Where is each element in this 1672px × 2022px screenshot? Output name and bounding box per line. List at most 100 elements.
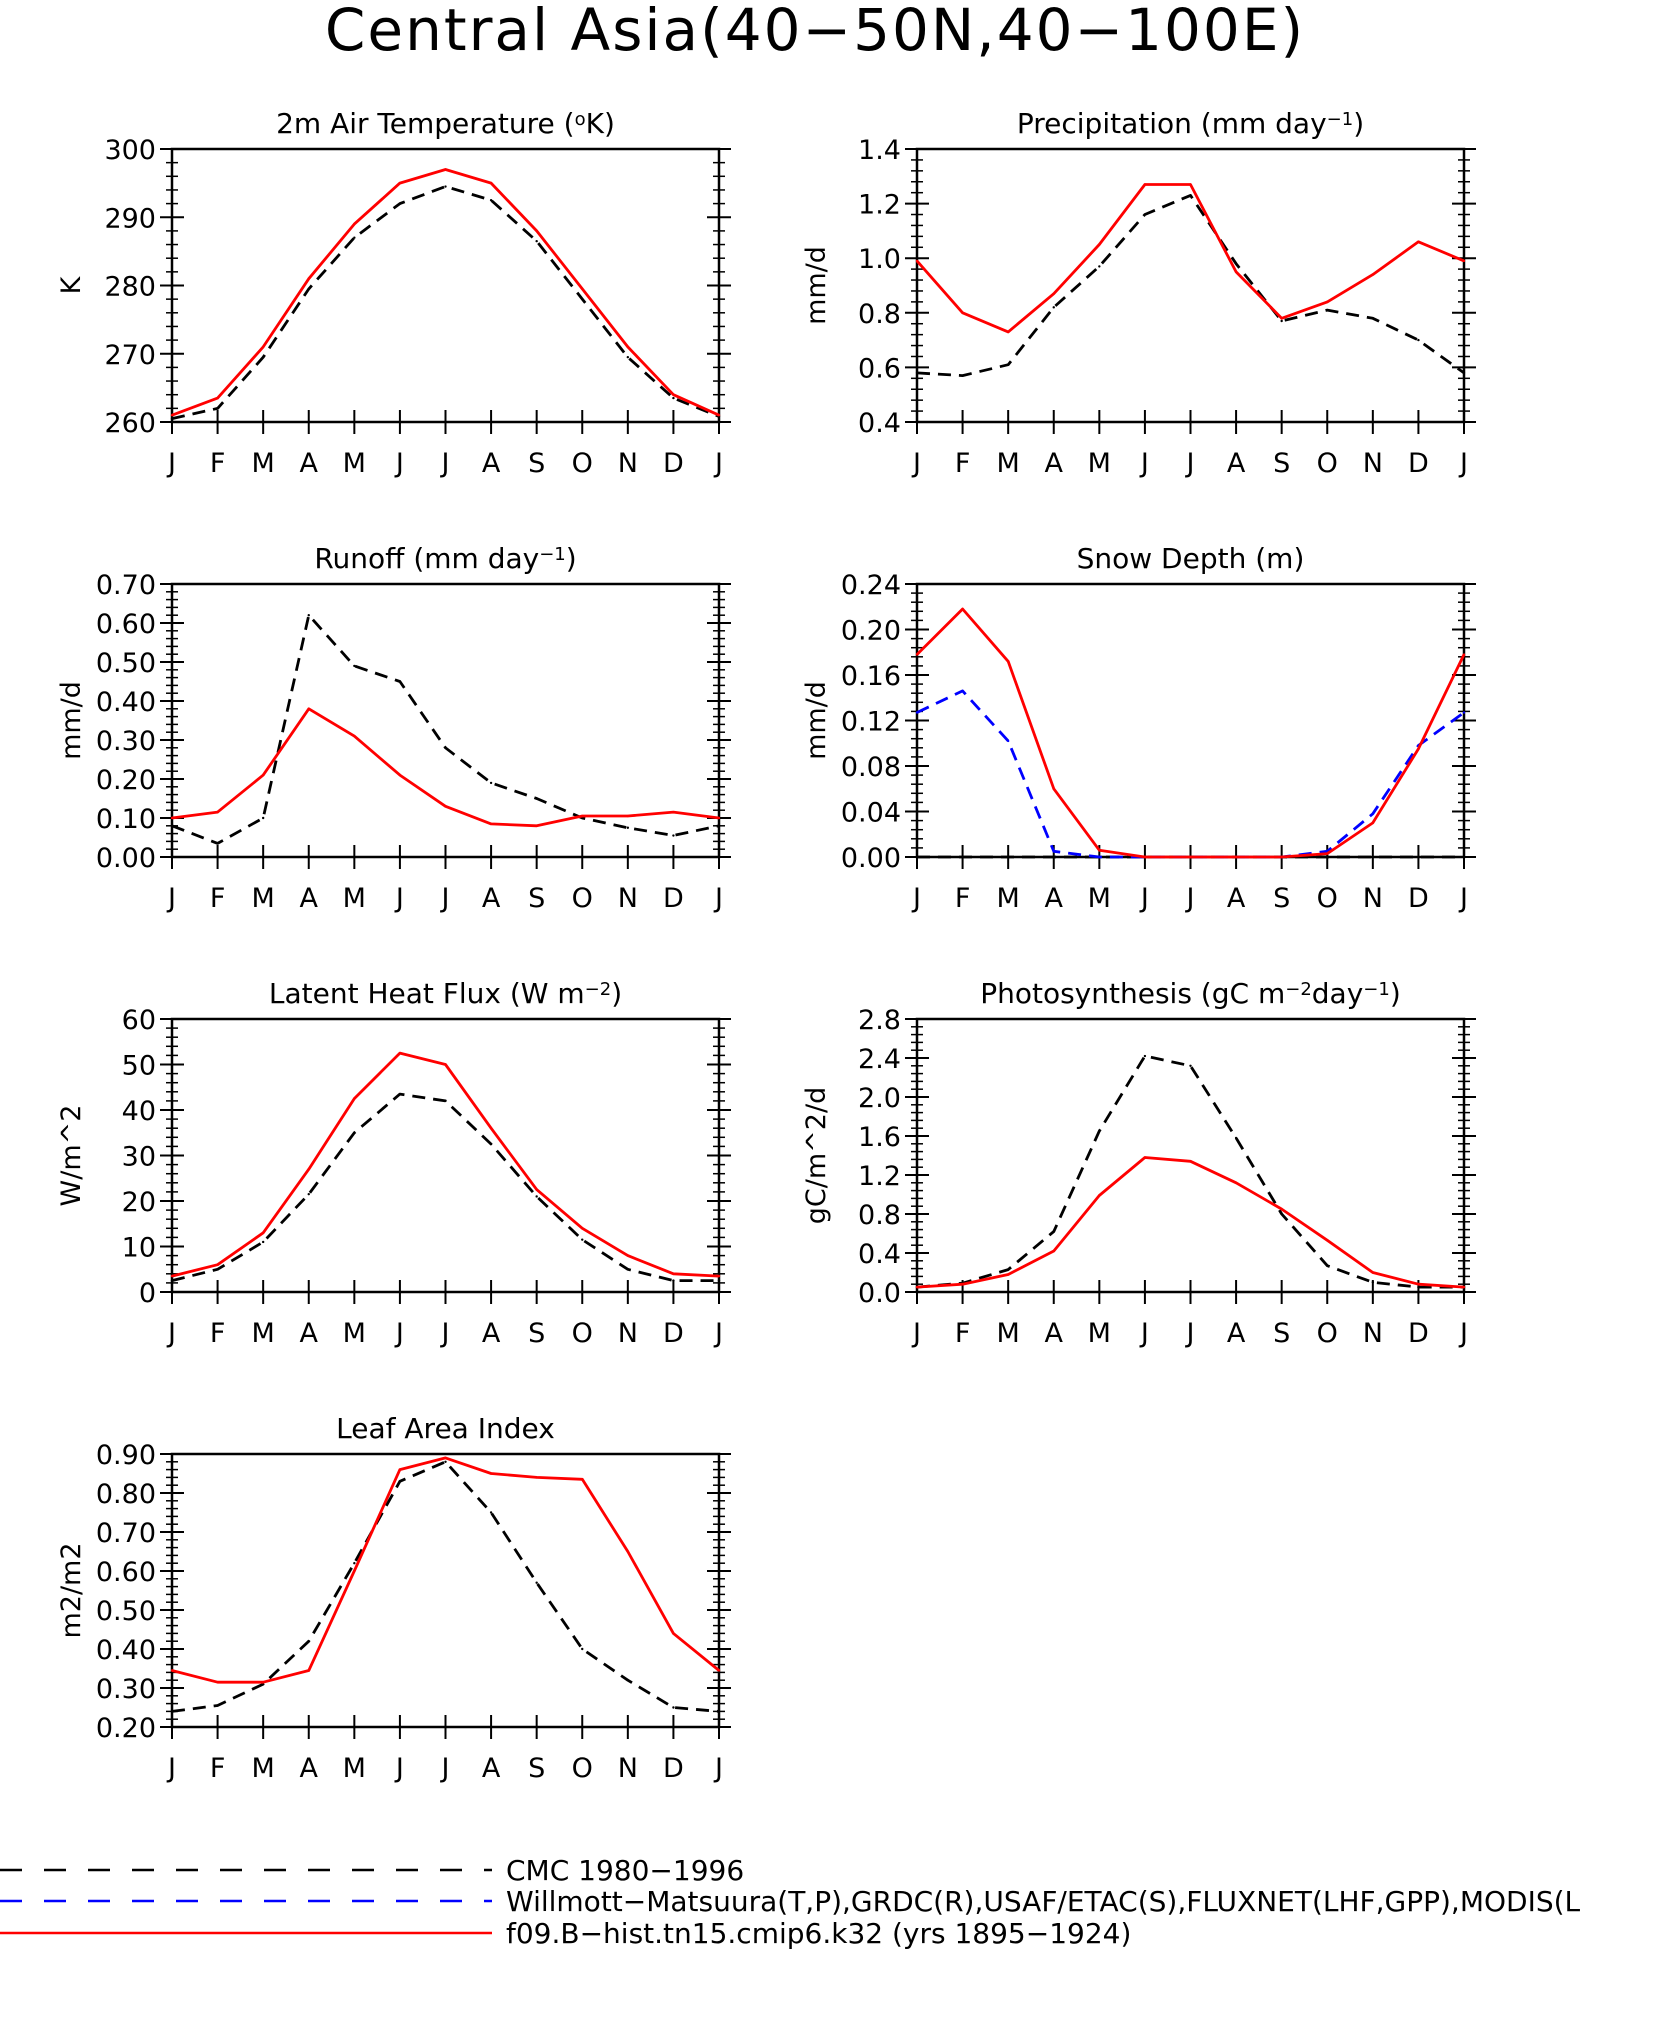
series-line-obs: [916, 689, 1465, 859]
data-point-model: [1006, 1273, 1010, 1276]
data-point-model: [398, 181, 402, 185]
plot-frame: [915, 582, 1466, 859]
x-tick-label: A: [482, 1753, 501, 1784]
data-point-model: [1189, 855, 1192, 859]
y-tick-label: 0.04: [841, 798, 901, 829]
data-point-cmc: [1371, 317, 1375, 320]
data-point-model: [717, 413, 721, 417]
series-line-cmc: [171, 1460, 720, 1713]
data-point-cmc: [1052, 1230, 1055, 1233]
x-tick-label: S: [1273, 448, 1290, 479]
data-point-cmc: [1052, 855, 1055, 859]
plot-frame: [170, 1452, 721, 1729]
x-tick-label: J: [394, 448, 404, 479]
series-line-cmc: [916, 193, 1465, 378]
panel-title: 2m Air Temperature (oK): [276, 107, 615, 140]
title-part: day: [1312, 977, 1364, 1010]
x-tick-label: A: [300, 1318, 319, 1349]
x-tick-label: N: [1363, 448, 1383, 479]
title-part: Precipitation (mm day: [1017, 107, 1327, 140]
x-tick-label: D: [1408, 448, 1429, 479]
legend: CMC 1980−1996 Willmott−Matsuura(T,P),GRD…: [0, 1854, 1581, 1950]
title-superscript: −1: [1327, 109, 1354, 130]
series-line-model: [915, 183, 1465, 334]
title-part: Snow Depth (m): [1077, 542, 1305, 575]
x-tick-label: M: [997, 883, 1020, 914]
y-tick-label: 0.4: [858, 1239, 901, 1270]
data-point-cmc: [1098, 265, 1101, 268]
x-tick-label: F: [955, 883, 971, 914]
data-point-cmc: [489, 781, 493, 785]
data-point-model: [261, 1231, 265, 1235]
y-axis-label: W/m^2: [56, 1105, 87, 1207]
data-point-model: [444, 1456, 447, 1460]
y-tick-label: 0.00: [96, 843, 156, 874]
y-tick-label: 1.2: [858, 1161, 901, 1192]
x-tick-label: M: [1088, 448, 1111, 479]
x-tick-label: J: [440, 1753, 450, 1784]
series-line-cmc: [916, 1054, 1464, 1289]
plot-frame: [170, 1017, 721, 1294]
y-tick-label: 60: [122, 1005, 156, 1036]
y-tick-label: 270: [104, 340, 156, 371]
data-point-model: [353, 1569, 356, 1573]
data-point-model: [398, 1468, 402, 1471]
title-part: Latent Heat Flux (W m: [269, 977, 585, 1010]
data-point-model: [1098, 848, 1101, 852]
data-point-cmc: [353, 664, 356, 668]
data-point-cmc: [489, 198, 493, 202]
data-point-cmc: [1326, 1264, 1329, 1267]
data-point-model: [535, 229, 538, 233]
data-point-model: [535, 1476, 538, 1479]
plot-frame: [915, 1017, 1466, 1294]
x-tick-label: O: [572, 1318, 593, 1349]
panel-photosynthesis-gc-m-2day-1: Photosynthesis (gC m−2day−1) 0.0 0.4 0.8 1.2…: [801, 977, 1476, 1349]
series-line-cmc: [171, 613, 720, 845]
y-tick-label: 0.20: [841, 616, 901, 647]
data-point-obs: [961, 689, 964, 693]
data-point-cmc: [672, 396, 675, 400]
x-tick-label: M: [997, 448, 1020, 479]
data-point-model: [1280, 855, 1283, 859]
y-axis-label: K: [56, 275, 87, 294]
data-point-model: [1462, 653, 1466, 656]
x-tick-label: A: [300, 883, 319, 914]
y-tick-label: 0.16: [841, 661, 901, 692]
title-part: Leaf Area Index: [336, 1412, 555, 1445]
x-tick-label: N: [1363, 883, 1383, 914]
data-point-model: [261, 345, 265, 349]
y-tick-label: 0.08: [841, 752, 901, 783]
x-tick-label: S: [528, 883, 545, 914]
data-point-cmc: [444, 746, 447, 749]
data-point-cmc: [353, 1131, 356, 1134]
x-tick-label: J: [440, 883, 450, 914]
data-point-cmc: [353, 236, 356, 239]
data-point-cmc: [261, 355, 265, 359]
data-point-cmc: [1006, 855, 1010, 859]
data-point-cmc: [1462, 371, 1466, 375]
data-point-model: [1234, 270, 1238, 274]
x-tick-label: J: [166, 1753, 176, 1784]
data-point-model: [1098, 243, 1101, 246]
y-tick-label: 1.2: [858, 190, 901, 221]
data-point-cmc: [717, 1279, 721, 1282]
x-tick-label: A: [1227, 448, 1246, 479]
data-point-cmc: [915, 371, 919, 375]
data-point-cmc: [170, 1279, 174, 1282]
y-tick-label: 1.6: [858, 1122, 901, 1153]
data-point-cmc: [1098, 1129, 1101, 1133]
y-tick-label: 0.90: [96, 1440, 156, 1471]
x-tick-label: J: [166, 883, 176, 914]
data-point-model: [216, 1263, 219, 1266]
data-point-model: [672, 1632, 675, 1635]
panel-title: Latent Heat Flux (W m−2): [269, 977, 622, 1010]
data-point-model: [1052, 292, 1055, 295]
data-point-model: [1371, 1271, 1375, 1274]
y-tick-label: 0.40: [96, 687, 156, 718]
x-tick-label: J: [1139, 1318, 1149, 1349]
data-point-cmc: [717, 1710, 721, 1713]
data-point-obs: [1098, 855, 1101, 859]
data-point-cmc: [1280, 1212, 1283, 1216]
x-tick-label: O: [1317, 1318, 1338, 1349]
x-tick-label: J: [166, 1318, 176, 1349]
